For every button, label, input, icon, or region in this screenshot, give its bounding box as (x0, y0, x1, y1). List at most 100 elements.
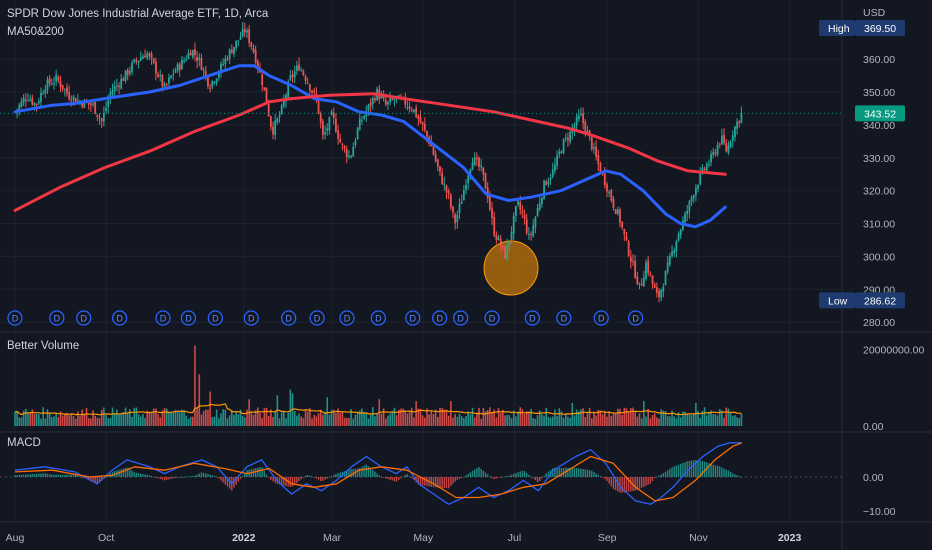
candle-body (122, 78, 125, 81)
macd-histogram-bar (398, 477, 400, 480)
macd-histogram-bar (300, 477, 302, 480)
volume-bar (146, 410, 149, 426)
macd-histogram-bar (504, 476, 506, 478)
macd-histogram-bar (716, 465, 719, 477)
volume-bar (738, 418, 741, 426)
dividend-letter: D (561, 314, 568, 324)
candle-body (57, 76, 60, 81)
price-axis-tick: 330.00 (863, 153, 895, 165)
candle-body (181, 59, 183, 70)
candle-body (426, 130, 428, 137)
volume-bar (118, 414, 120, 426)
macd-histogram-bar (669, 468, 671, 477)
candle-body (421, 122, 424, 125)
macd-histogram-bar (640, 477, 643, 488)
macd-histogram-bar (267, 477, 270, 478)
macd-histogram-bar (656, 476, 658, 478)
low-tag-value-bg (855, 292, 905, 309)
macd-histogram-bar (278, 477, 281, 485)
macd-histogram-bar (643, 477, 645, 487)
volume-bar (317, 413, 320, 426)
macd-histogram-bar (263, 470, 266, 477)
macd-histogram-bar (424, 477, 426, 486)
dividend-marker: D (155, 310, 171, 326)
volume-bar (92, 410, 94, 426)
macd-histogram-bar (710, 463, 712, 477)
macd-histogram-bar (59, 474, 62, 477)
volume-bar (209, 391, 211, 426)
dividend-letter: D (212, 314, 219, 324)
volume-bar (534, 418, 537, 426)
macd-histogram-bar (124, 467, 127, 477)
volume-bar (532, 417, 535, 426)
volume-bar (51, 417, 53, 426)
volume-bar (187, 418, 190, 426)
candle-body (473, 157, 476, 165)
macd-histogram-bar (270, 477, 272, 480)
macd-histogram-bar (359, 468, 361, 477)
volume-bar (545, 407, 548, 426)
volume-bar (456, 416, 459, 426)
dividend-marker: D (309, 310, 325, 326)
volume-bar (382, 408, 385, 426)
macd-histogram-bar (703, 461, 706, 477)
macd-line (14, 442, 742, 505)
macd-histogram-bar (552, 468, 554, 477)
volume-bar (246, 409, 248, 426)
volume-bar (467, 411, 469, 426)
candle-body (83, 100, 86, 109)
candle-body (356, 128, 359, 139)
candle-body (187, 52, 190, 59)
macd-histogram-bar (31, 474, 34, 477)
candle-body (632, 260, 634, 262)
macd-histogram-bar (601, 477, 604, 478)
macd-histogram-bar (489, 476, 491, 478)
volume-bar (161, 410, 164, 426)
time-axis-tick: 2023 (778, 532, 802, 544)
macd-histogram-bar (441, 477, 443, 488)
candle-body (332, 112, 335, 118)
candle-body (439, 166, 441, 172)
volume-bar (77, 411, 79, 426)
volume-bar (638, 413, 641, 426)
macd-histogram-bar (567, 467, 569, 477)
macd-histogram-bar (90, 477, 92, 481)
ma200-line (13, 92, 727, 212)
macd-histogram-bar (153, 476, 155, 478)
candle-body (142, 56, 144, 59)
candle-body (72, 96, 75, 100)
candle-body (564, 136, 567, 139)
volume-bar (159, 417, 162, 426)
volume-bar (723, 417, 725, 426)
volume-bar (604, 410, 606, 426)
dividend-marker: D (7, 310, 23, 326)
macd-histogram-bar (421, 477, 424, 486)
volume-bar (142, 413, 144, 426)
volume-bar (543, 415, 545, 426)
volume-bar (20, 417, 23, 426)
dividend-marker: D (593, 310, 609, 326)
candle-body (263, 87, 266, 90)
dividend-circle (484, 310, 500, 326)
macd-histogram-bar (330, 476, 333, 478)
candle-body (109, 92, 112, 99)
candle-body (44, 89, 47, 94)
volume-bar (515, 416, 517, 426)
candle-body (311, 90, 313, 93)
candle-body (525, 219, 528, 234)
volume-bar (185, 415, 188, 426)
volume-bar (105, 414, 107, 426)
macd-histogram-bar (573, 467, 576, 477)
candle-body (432, 146, 435, 155)
candle-body (222, 63, 225, 65)
volume-bar (44, 418, 47, 426)
candle-body (92, 103, 94, 105)
candle-body (623, 229, 626, 235)
volume-bar (237, 414, 240, 426)
low-tag: Low 286.62 (819, 292, 905, 309)
volume-bar (81, 409, 83, 426)
macd-histogram-bar (122, 468, 125, 477)
volume-bar (673, 416, 675, 426)
candle-body (712, 152, 715, 155)
candle-body (677, 234, 680, 241)
